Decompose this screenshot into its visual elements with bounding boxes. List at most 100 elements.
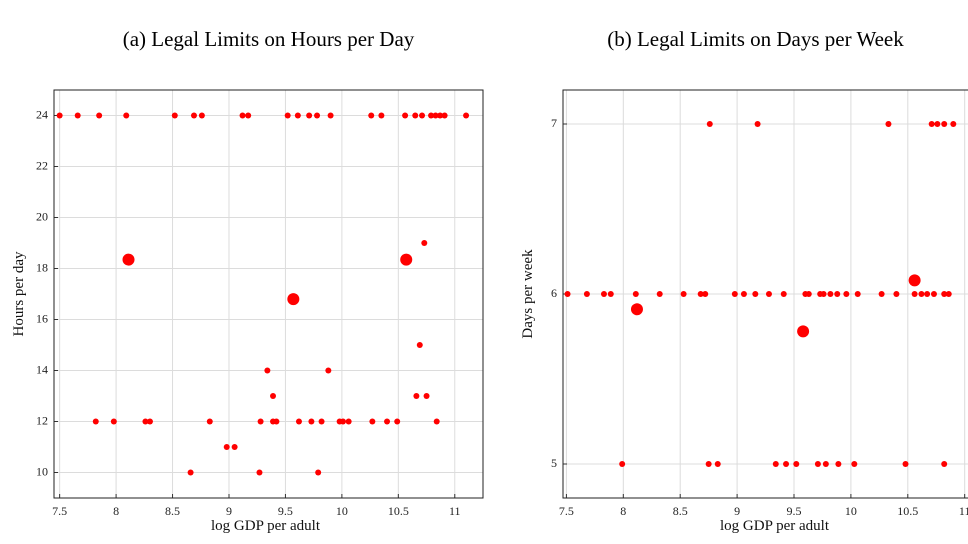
scatter-point <box>419 112 426 119</box>
y-tick-label: 16 <box>36 311 48 325</box>
scatter-point <box>345 418 352 425</box>
scatter-point <box>273 418 280 425</box>
scatter-point <box>918 291 925 297</box>
scatter-point <box>368 112 375 119</box>
scatter-point <box>902 461 909 467</box>
scatter-point <box>854 291 861 297</box>
y-tick-label: 24 <box>36 107 48 121</box>
scatter-point <box>908 274 921 287</box>
scatter-point <box>433 418 440 425</box>
scatter-point <box>706 121 713 127</box>
scatter-point <box>740 291 747 297</box>
y-tick-label: 12 <box>36 413 48 427</box>
scatter-point <box>930 291 937 297</box>
scatter-point <box>256 469 263 476</box>
scatter-point <box>705 461 712 467</box>
scatter-point <box>934 121 941 127</box>
scatter-point <box>752 291 759 297</box>
scatter-point <box>287 293 300 306</box>
scatter-point <box>314 112 321 119</box>
scatter-point <box>697 291 704 297</box>
x-tick-label: 10.5 <box>388 504 409 518</box>
scatter-point <box>924 291 931 297</box>
scatter-point <box>146 418 153 425</box>
scatter-point <box>284 112 291 119</box>
scatter-point <box>378 112 385 119</box>
x-tick-label: 9.5 <box>278 504 293 518</box>
scatter-point <box>96 112 103 119</box>
scatter-point <box>412 112 419 119</box>
scatter-point <box>421 240 428 246</box>
scatter-point <box>827 291 834 297</box>
x-tick-label: 8 <box>113 504 119 518</box>
scatter-point <box>264 367 271 374</box>
scatter-point <box>834 291 841 297</box>
chart-title: (b) Legal Limits on Days per Week <box>607 27 904 51</box>
x-tick-label: 9.5 <box>787 504 802 518</box>
y-tick-label: 5 <box>551 456 557 470</box>
scatter-point <box>680 291 687 297</box>
scatter-point <box>945 291 952 297</box>
x-tick-label: 10 <box>336 504 348 518</box>
scatter-point <box>423 393 430 399</box>
scatter-point <box>564 291 571 297</box>
plot-frame <box>53 89 484 499</box>
scatter-point <box>820 291 827 297</box>
y-axis-label: Hours per day <box>11 251 27 336</box>
y-tick-label: 22 <box>36 158 48 172</box>
scatter-point <box>630 303 643 316</box>
scatter-point <box>270 393 277 399</box>
scatter-point <box>428 112 435 119</box>
scatter-point <box>171 112 178 119</box>
scatter-point <box>74 112 81 119</box>
scatter-point <box>814 461 821 467</box>
scatter-point <box>327 112 334 119</box>
scatter-point <box>941 291 948 297</box>
scatter-point <box>843 291 850 297</box>
scatter-point <box>797 325 810 338</box>
scatter-point <box>400 253 413 266</box>
scatter-point <box>239 112 246 119</box>
scatter-point <box>110 418 117 425</box>
scatter-point <box>437 112 444 119</box>
scatter-point <box>308 418 315 425</box>
scatter-point <box>122 253 135 266</box>
scatter-point <box>619 461 626 467</box>
y-tick-label: 10 <box>36 464 48 478</box>
y-tick-label: 14 <box>36 362 48 376</box>
x-axis-label: log GDP per adult <box>211 518 321 534</box>
scatter-point <box>835 461 842 467</box>
scatter-point <box>294 112 301 119</box>
scatter-point <box>941 461 948 467</box>
scatter-point <box>463 112 470 119</box>
plot-frame <box>562 89 968 499</box>
scatter-point <box>822 461 829 467</box>
y-tick-label: 7 <box>551 116 557 130</box>
scatter-point <box>92 418 99 425</box>
x-tick-label: 10.5 <box>897 504 918 518</box>
scatter-point <box>911 291 918 297</box>
scatter-point <box>223 444 230 450</box>
x-tick-label: 8.5 <box>673 504 688 518</box>
chart-title: (a) Legal Limits on Hours per Day <box>123 27 415 51</box>
scatter-point <box>198 112 205 119</box>
scatter-point <box>416 342 423 348</box>
scatter-point <box>325 367 332 374</box>
scatter-point <box>656 291 663 297</box>
scatter-point <box>783 461 790 467</box>
x-axis-label: log GDP per adult <box>720 518 830 534</box>
scatter-point <box>772 461 779 467</box>
x-tick-label: 9 <box>734 504 740 518</box>
scatter-point <box>402 112 409 119</box>
x-tick-label: 8 <box>620 504 626 518</box>
scatter-point <box>56 112 63 119</box>
x-tick-label: 9 <box>226 504 232 518</box>
scatter-point <box>941 121 948 127</box>
scatter-point <box>583 291 590 297</box>
y-tick-label: 6 <box>551 286 557 300</box>
y-tick-label: 18 <box>36 260 48 274</box>
scatter-point <box>893 291 900 297</box>
scatter-point <box>295 418 302 425</box>
